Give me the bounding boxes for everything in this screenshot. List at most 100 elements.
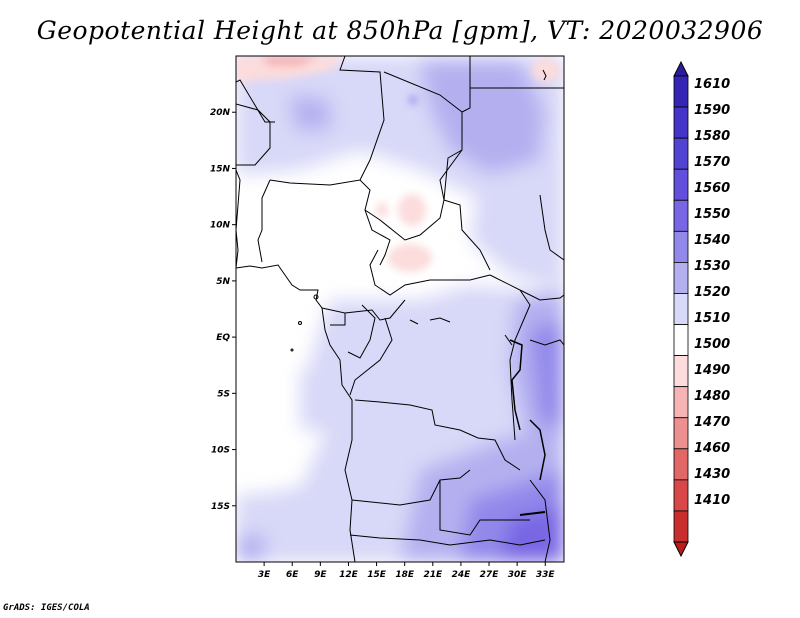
colorbar-label: 1580 <box>694 129 730 144</box>
lake-tanganyika <box>509 339 523 431</box>
colorbar-label: 1430 <box>694 467 730 482</box>
colorbar-label: 1570 <box>694 155 730 170</box>
colorbar-swatch <box>673 168 689 201</box>
libya-egypt-border <box>461 56 471 113</box>
annobon-island <box>290 348 294 352</box>
bioko-island <box>313 294 319 300</box>
sao-tome-island <box>298 321 302 325</box>
lat-tick-label: 5N <box>216 277 230 287</box>
uganda-kenya-border <box>519 289 564 301</box>
colorbar-swatch <box>673 324 689 356</box>
field-low-nigeria <box>376 202 388 218</box>
lon-tick-label: 9E <box>314 570 327 580</box>
colorbar-label: 1480 <box>694 389 730 404</box>
field-low-car <box>388 244 432 272</box>
lake-malawi <box>529 419 546 481</box>
colorbar-label: 1410 <box>694 493 730 508</box>
mauritania-border <box>236 79 275 123</box>
colorbar-label: 1560 <box>694 181 730 196</box>
colorbar-swatch <box>673 293 689 325</box>
colorbar-label: 1590 <box>694 103 730 118</box>
lon-tick-label: 33E <box>536 570 556 580</box>
lon-tick-label: 21E <box>423 570 443 580</box>
boundaries <box>236 56 564 562</box>
map-frame <box>235 55 565 563</box>
lon-tick-label: 30E <box>508 570 528 580</box>
lon-tick-label: 15E <box>367 570 387 580</box>
lon-tick-label: 3E <box>258 570 271 580</box>
colorbar-swatch <box>673 417 689 450</box>
colorbar-min-triangle <box>673 541 689 558</box>
colorbar: 1610 1590 1580 1570 1560 1550 1540 1530 1520 1510… <box>673 60 730 558</box>
colorbar-swatch <box>673 75 689 108</box>
cameroon-congo-border <box>344 299 406 321</box>
chad-sudan-border <box>443 149 491 271</box>
colorbar-swatch <box>673 510 689 543</box>
lon-tick-label: 18E <box>395 570 415 580</box>
colorbar-swatch <box>673 355 689 388</box>
field-band-1500-northwest <box>236 56 345 82</box>
lat-tick-label: EQ <box>216 333 230 343</box>
colorbar-swatch <box>673 106 689 139</box>
field-low-chad <box>398 194 426 226</box>
colorbar-swatch <box>673 199 689 232</box>
niger-border-west <box>339 56 385 181</box>
colorbar-label: 1510 <box>694 311 730 326</box>
colorbar-swatch <box>673 230 689 263</box>
angola-south-border <box>351 469 471 506</box>
field-band-1530-atlantic <box>300 360 350 430</box>
colorbar-swatch <box>673 448 689 481</box>
colorbar-label: 1490 <box>694 363 730 378</box>
colorbar-swatch <box>673 261 689 294</box>
sinai-coast <box>542 69 547 81</box>
colorbar-label: 1530 <box>694 259 730 274</box>
field-band-1540-north <box>420 60 545 175</box>
lat-tick-label: 20N <box>210 108 231 118</box>
field-band-1490-northwest <box>260 56 320 66</box>
field-high-spot <box>409 96 417 104</box>
colorbar-label: 1460 <box>694 441 730 456</box>
chart-title: Geopotential Height at 850hPa [gpm], VT:… <box>36 16 764 45</box>
libya-chad-border <box>383 71 463 201</box>
colorbar-label: 1470 <box>694 415 730 430</box>
chad-border-south <box>364 199 445 241</box>
congo-drc-border <box>349 317 393 396</box>
colorbar-label: 1500 <box>694 337 730 352</box>
colorbar-swatch <box>673 386 689 419</box>
ethiopia-border <box>539 194 564 261</box>
grads-credit: GrADS: IGES/COLA <box>3 603 90 613</box>
angola-drc-border <box>354 399 521 471</box>
river-segments <box>409 317 513 346</box>
colorbar-label: 1550 <box>694 207 730 222</box>
lake-kariba <box>519 511 546 516</box>
colorbar-swatch <box>673 479 689 512</box>
west-coastline <box>236 169 241 269</box>
benin-border <box>257 179 271 263</box>
car-border <box>369 249 491 296</box>
namibia-border <box>349 534 546 546</box>
field-band-1550-lakes <box>530 320 564 430</box>
field-band-1540-corner <box>236 535 265 562</box>
equatorial-guinea-border <box>321 307 346 326</box>
niger-nigeria-border <box>269 179 391 266</box>
field-band-1530-east <box>470 160 564 290</box>
colorbar-label: 1540 <box>694 233 730 248</box>
latitude-axis: 20N 15N 10N 5N EQ 5S 10S 15S <box>210 108 236 512</box>
colorbar-swatch <box>673 137 689 170</box>
mozambique-border <box>529 479 551 562</box>
colorbar-max-triangle <box>673 60 689 77</box>
lat-tick-label: 5S <box>217 389 230 399</box>
congo-gabon-border <box>347 304 376 359</box>
atlantic-coastline <box>236 264 356 562</box>
lon-tick-label: 24E <box>452 570 472 580</box>
colorbar-label: 1610 <box>694 77 730 92</box>
lat-tick-label: 10N <box>210 221 231 231</box>
lon-tick-label: 27E <box>480 570 500 580</box>
mali-border <box>236 103 271 166</box>
field-low-northeast <box>532 58 560 82</box>
zambia-border <box>439 480 530 536</box>
lon-tick-label: 6E <box>286 570 299 580</box>
lat-tick-label: 15S <box>211 502 230 512</box>
rwanda-border <box>529 339 564 346</box>
